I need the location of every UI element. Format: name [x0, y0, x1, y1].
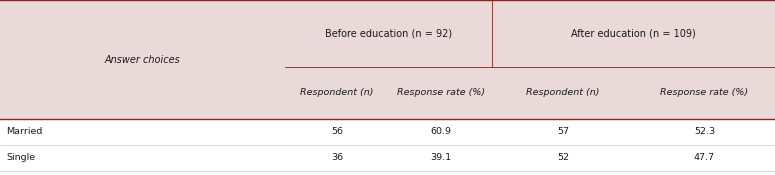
Text: Respondent (n): Respondent (n)	[526, 88, 600, 97]
Text: 47.7: 47.7	[694, 153, 715, 162]
Text: Married: Married	[6, 127, 43, 136]
Text: 57: 57	[557, 127, 569, 136]
Text: Respondent (n): Respondent (n)	[301, 88, 374, 97]
Text: Answer choices: Answer choices	[105, 54, 181, 65]
Text: 56: 56	[331, 127, 343, 136]
Text: 36: 36	[331, 153, 343, 162]
Text: Response rate (%): Response rate (%)	[397, 88, 484, 97]
Text: 60.9: 60.9	[430, 127, 451, 136]
Text: 39.1: 39.1	[430, 153, 451, 162]
Text: Single: Single	[6, 153, 36, 162]
Text: Before education (n = 92): Before education (n = 92)	[325, 28, 453, 38]
Text: Response rate (%): Response rate (%)	[660, 88, 749, 97]
Text: 52: 52	[557, 153, 569, 162]
Bar	[0, 0, 775, 119]
Text: 52.3: 52.3	[694, 127, 715, 136]
Text: After education (n = 109): After education (n = 109)	[571, 28, 696, 38]
